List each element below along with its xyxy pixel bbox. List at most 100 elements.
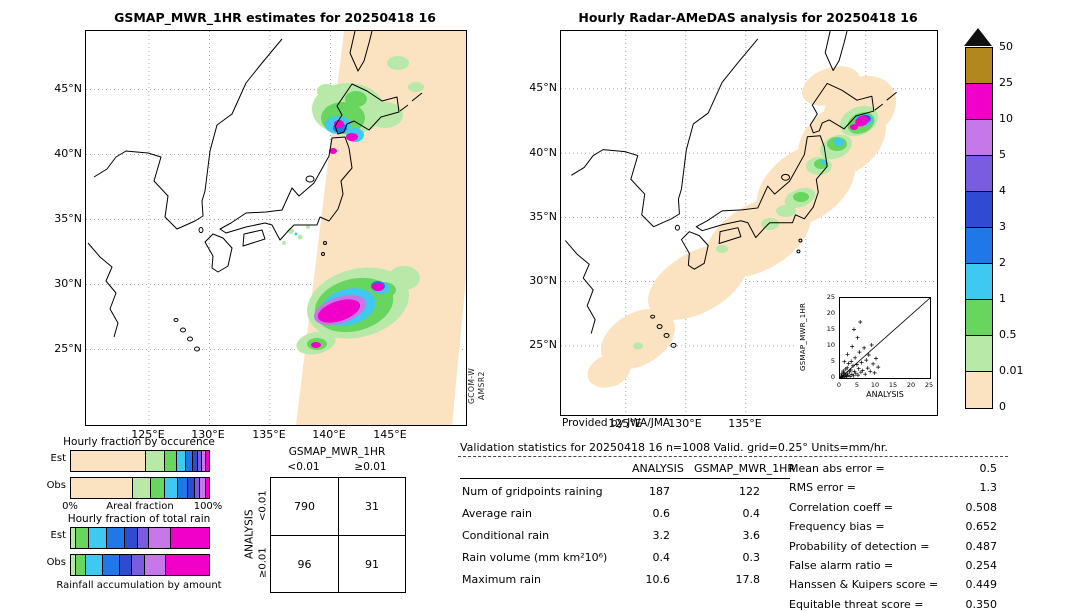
scatter-points (838, 320, 881, 380)
colorbar-tick-label: 10 (999, 112, 1013, 125)
metric-label: Frequency bias = (789, 520, 885, 534)
metric-line: False alarm ratio = 0.254 (789, 556, 997, 575)
bar-segment (71, 528, 76, 548)
inset-y-tick: 0 (830, 373, 835, 381)
stats-table-row: Rain volume (mm km²10⁶) 0.4 0.3 (460, 547, 790, 569)
bar-segment (171, 528, 210, 548)
metric-value: 0.350 (965, 597, 998, 611)
bar-segment (75, 528, 89, 548)
bar-segment (193, 451, 198, 471)
dashed-rule (458, 456, 1008, 457)
contingency-row-header-ge: ≥0.01 (257, 547, 269, 578)
contingency-cell-11: 91 (338, 535, 405, 592)
metric-label: Mean abs error = (789, 462, 885, 475)
right-lat-25: 25°N (529, 338, 557, 351)
colorbar-tick-label: 4 (999, 184, 1006, 197)
inset-y-tick: 20 (826, 309, 835, 317)
left-lat-25: 25°N (54, 342, 82, 355)
precip-layer-10-25 (311, 120, 384, 348)
inset-x-tick: 10 (870, 381, 880, 389)
bar-segment (177, 478, 188, 498)
left-lon-135: 135°E (252, 428, 286, 441)
metric-value: 0.449 (965, 578, 998, 592)
bar-segment (149, 528, 172, 548)
bar-segment (165, 451, 177, 471)
bar-segment (185, 451, 193, 471)
stats-gsmap-value: 3.6 (742, 529, 761, 542)
contingency-cell-10: 96 (271, 535, 338, 592)
contingency-cell-00: 790 (294, 500, 315, 513)
bar-segment (197, 451, 202, 471)
colorbar-tick-label: 0.01 (999, 364, 1024, 377)
contingency-col-header-lt: <0.01 (287, 461, 320, 473)
right-map-svg (561, 31, 937, 415)
stats-row-label: Rain volume (mm km²10⁶) (462, 551, 608, 564)
bar-segment (132, 555, 146, 575)
contingency-grid: 790 31 96 91 (270, 477, 406, 593)
stats-table-row: Num of gridpoints raining 187 122 (460, 481, 790, 503)
right-lat-40: 40°N (529, 146, 557, 159)
metric-label: Probability of detection = (789, 539, 930, 553)
metric-label: Hanssen & Kuipers score = (789, 578, 939, 592)
right-lat-30: 30°N (529, 274, 557, 287)
amount-est-bar (70, 527, 210, 549)
occurrence-chart-title: Hourly fraction by occurence (63, 436, 215, 448)
inset-y-tick: 5 (830, 357, 835, 365)
colorbar-tick-label: 50 (999, 40, 1013, 53)
colorbar-overflow-triangle (964, 28, 992, 46)
inset-x-tick: 25 (924, 381, 934, 389)
right-map-title: Hourly Radar-AMeDAS analysis for 2025041… (578, 10, 918, 25)
right-lon-135: 135°E (728, 417, 762, 430)
inset-x-axis-label: ANALYSIS (866, 390, 904, 399)
amount-chart-title: Hourly fraction of total rain (67, 513, 211, 525)
colorbar-segment (966, 84, 992, 120)
bar-segment (195, 478, 201, 498)
metric-label: False alarm ratio = (789, 558, 894, 572)
inset-y-tick: 10 (826, 341, 835, 349)
stats-gsmap-value: 17.8 (735, 573, 761, 586)
occurrence-obs-bar (70, 477, 210, 499)
colorbar-tick-label: 3 (999, 220, 1006, 233)
left-lat-45: 45°N (54, 82, 82, 95)
stats-header: Validation statistics for 20250418 16 n=… (460, 441, 888, 454)
colorbar-tick-label: 0 (999, 400, 1006, 413)
amount-obs-label: Obs (46, 557, 66, 568)
inset-x-tick: 0 (836, 381, 842, 389)
right-lon-130: 130°E (668, 417, 702, 430)
amount-chart-footer: Rainfall accumulation by amount (56, 580, 222, 591)
occurrence-axis-min: 0% (62, 501, 78, 512)
bar-segment (106, 528, 125, 548)
bar-segment (86, 555, 103, 575)
metric-label: Equitable threat score = (789, 597, 924, 611)
inset-plot-svg (838, 297, 931, 380)
inset-x-tick: 15 (888, 381, 898, 389)
occurrence-est-label: Est (50, 453, 66, 464)
inset-y-axis-label: GSMAP_MWR_1HR (799, 302, 807, 372)
contingency-title: GSMAP_MWR_1HR (288, 446, 386, 458)
contingency-col-header-ge: ≥0.01 (354, 461, 387, 473)
metric-value: 0.254 (965, 558, 998, 572)
inset-x-tick: 20 (906, 381, 916, 389)
colorbar-tick-label: 2 (999, 256, 1006, 269)
right-lon-125: 125°E (608, 417, 642, 430)
metric-line: RMS error = 1.3 (789, 478, 997, 497)
header-underline (460, 478, 790, 479)
bar-segment (201, 451, 207, 471)
colorbar (965, 47, 993, 409)
bar-segment (206, 451, 209, 471)
stats-row-label: Maximum rain (462, 573, 541, 586)
colorbar-segment (966, 156, 992, 192)
occurrence-obs-label: Obs (46, 480, 66, 491)
left-map-title: GSMAP_MWR_1HR estimates for 20250418 16 (114, 10, 436, 25)
data-credit: Provided by JWA/JMA (562, 417, 671, 429)
metric-line: Hanssen & Kuipers score = 0.449 (789, 575, 997, 594)
stats-col-gsmap: GSMAP_MWR_1HR (694, 462, 796, 475)
metric-value: 1.3 (979, 481, 998, 495)
colorbar-segment (966, 120, 992, 156)
stats-table-row: Maximum rain 10.6 17.8 (460, 569, 790, 591)
colorbar-tick-label: 25 (999, 76, 1013, 89)
bar-segment (187, 478, 196, 498)
left-lat-30: 30°N (54, 277, 82, 290)
inset-y-tick: 15 (826, 325, 835, 333)
bar-segment (71, 478, 134, 498)
